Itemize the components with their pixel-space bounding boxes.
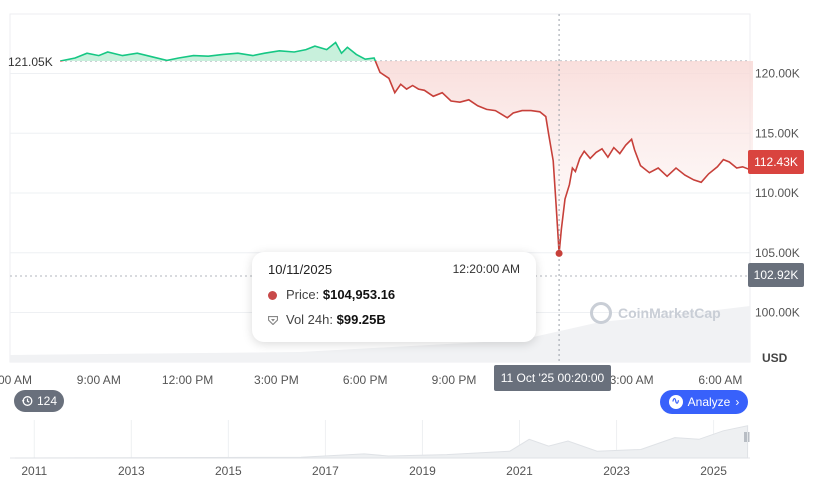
x-tick-label: 6:00 AM	[698, 373, 742, 387]
tooltip-price-label: Price:	[286, 287, 320, 302]
currency-label: USD	[762, 351, 788, 365]
y-tick-label: 120.00K	[755, 67, 800, 81]
tooltip-date: 10/11/2025	[268, 262, 333, 277]
tooltip-volume-value: $99.25B	[336, 312, 386, 327]
history-badge[interactable]: 124	[14, 390, 64, 412]
y-tick-label: 115.00K	[755, 126, 799, 140]
x-axis-ticks: 6:00 AM 9:00 AM 12:00 PM 3:00 PM 6:00 PM 9:00…	[0, 373, 742, 387]
navigator-tick-label: 2019	[409, 464, 436, 478]
navigator-tick-label: 2011	[21, 464, 47, 478]
analyze-icon: ∿	[668, 395, 683, 409]
price-line-down	[60, 61, 754, 254]
crosshair-price-badge: 102.92K	[748, 263, 804, 287]
y-tick-label: 100.00K	[755, 306, 800, 320]
tooltip-price-value: $104,953.16	[322, 287, 396, 302]
last-price-badge: 112.43K	[748, 150, 804, 174]
analyze-label: Analyze	[687, 395, 731, 409]
navigator-handle[interactable]	[744, 432, 747, 442]
volume-area	[10, 306, 750, 362]
analyze-button[interactable]: ∿ Analyze ›	[660, 390, 748, 414]
x-tick-label: 12:00 PM	[162, 373, 213, 387]
navigator-tick-label: 2013	[118, 464, 145, 478]
history-icon	[21, 396, 33, 406]
chevron-right-icon: ›	[735, 395, 740, 409]
watermark-text: CoinMarketCap	[618, 305, 721, 321]
tooltip-time: 12:20:00 AM	[452, 262, 520, 276]
history-count: 124	[36, 394, 58, 408]
x-tick-label: 9:00 PM	[432, 373, 477, 387]
y-axis-ticks: 120.00K 115.00K 110.00K 105.00K 100.00K	[755, 67, 800, 320]
line-series	[60, 41, 754, 254]
tooltip-volume-label: Vol 24h:	[286, 312, 333, 327]
crosshair-time-label: 11 Oct '25 00:20:00	[494, 365, 611, 391]
navigator-area	[14, 425, 749, 459]
tooltip-volume-row: Vol 24h: $99.25B	[268, 312, 386, 327]
price-line-up	[60, 41, 377, 61]
navigator-chart[interactable]: 2011 2013 2015 2017 2019 2021 2023 2025	[10, 420, 750, 478]
area-below-baseline	[60, 61, 753, 254]
start-price-label: 121.05K	[8, 55, 53, 69]
tooltip-price-row: Price: $104,953.16	[268, 287, 395, 302]
price-dot-icon	[268, 291, 277, 301]
y-tick-label: 110.00K	[755, 186, 799, 200]
area-fills	[60, 42, 753, 254]
price-tooltip: 10/11/2025 12:20:00 AM Price: $104,953.1…	[252, 252, 536, 342]
navigator-tick-label: 2021	[506, 464, 533, 478]
x-tick-label: 6:00 PM	[343, 373, 388, 387]
crosshair-point	[555, 249, 563, 257]
navigator-tick-label: 2017	[312, 464, 339, 478]
area-above-baseline	[60, 42, 753, 61]
navigator-tick-label: 2023	[603, 464, 630, 478]
navigator-handle-grip[interactable]	[748, 432, 750, 442]
x-tick-label: 3:00 PM	[254, 373, 299, 387]
coinmarketcap-watermark: CoinMarketCap	[590, 302, 721, 324]
navigator-tick-label: 2025	[700, 464, 727, 478]
coinmarketcap-logo-icon	[590, 302, 612, 324]
navigator-tick-label: 2015	[215, 464, 242, 478]
volume-icon	[268, 316, 278, 326]
x-tick-label: 9:00 AM	[77, 373, 121, 387]
x-tick-label: 6:00 AM	[0, 373, 32, 387]
x-tick-label: 3:00 AM	[610, 373, 654, 387]
y-tick-label: 105.00K	[755, 246, 800, 260]
